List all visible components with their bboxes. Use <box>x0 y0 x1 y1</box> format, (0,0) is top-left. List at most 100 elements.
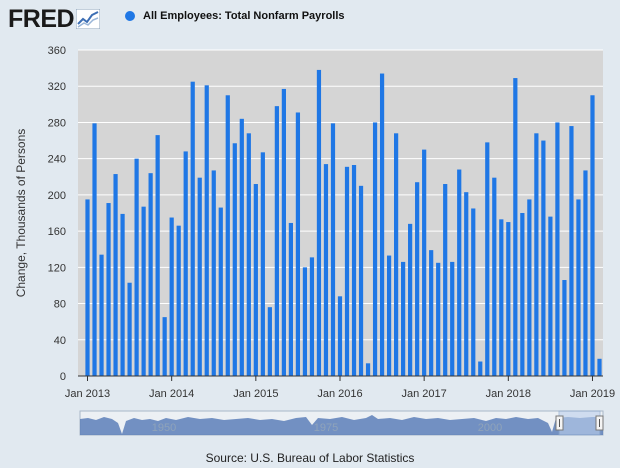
bar-8[interactable] <box>141 206 146 376</box>
bar-53[interactable] <box>457 169 462 376</box>
bar-15[interactable] <box>190 81 195 376</box>
bar-52[interactable] <box>450 261 455 376</box>
bar-18[interactable] <box>211 170 216 376</box>
bar-43[interactable] <box>386 255 392 376</box>
bar-44[interactable] <box>394 133 399 376</box>
bar-27[interactable] <box>274 106 279 376</box>
fred-graph-icon <box>76 9 101 29</box>
bar-4[interactable] <box>113 174 118 376</box>
bar-28[interactable] <box>281 88 286 376</box>
bar-71[interactable] <box>583 170 588 376</box>
bar-25[interactable] <box>260 152 265 376</box>
bar-41[interactable] <box>372 122 378 376</box>
bar-0[interactable] <box>85 199 90 376</box>
bar-63[interactable] <box>527 199 532 376</box>
bar-61[interactable] <box>513 78 518 376</box>
bar-32[interactable] <box>309 257 315 376</box>
y-tick-label-360: 360 <box>48 45 66 57</box>
bar-38[interactable] <box>351 165 357 376</box>
bar-2[interactable] <box>99 254 104 376</box>
bar-66[interactable] <box>548 216 553 376</box>
bar-55[interactable] <box>471 208 476 376</box>
bar-1[interactable] <box>92 123 97 376</box>
bar-7[interactable] <box>134 158 139 376</box>
bar-36[interactable] <box>337 296 343 376</box>
bar-19[interactable] <box>218 207 223 376</box>
navigator-series-area <box>80 415 603 435</box>
bar-33[interactable] <box>316 69 322 377</box>
legend-label: All Employees: Total Nonfarm Payrolls <box>143 10 345 22</box>
bar-16[interactable] <box>197 177 202 376</box>
bar-6[interactable] <box>127 282 132 376</box>
y-axis-ticks: 0 40 80 120 160 200 240 280 320 360 <box>48 45 66 383</box>
bar-37[interactable] <box>344 166 350 376</box>
bar-35[interactable] <box>330 123 336 376</box>
bar-11[interactable] <box>162 317 167 376</box>
bar-56[interactable] <box>478 361 483 376</box>
bar-40[interactable] <box>365 363 371 376</box>
bar-64[interactable] <box>534 133 539 376</box>
bar-24[interactable] <box>253 184 258 376</box>
range-navigator[interactable]: 1950 1975 2000 <box>79 410 604 436</box>
bar-26[interactable] <box>267 307 272 376</box>
bar-67[interactable] <box>555 122 560 376</box>
bar-34[interactable] <box>323 164 329 376</box>
bar-51[interactable] <box>443 184 448 376</box>
x-tick-label-3: Jan 2016 <box>317 388 362 400</box>
bar-58[interactable] <box>492 177 497 376</box>
bar-49[interactable] <box>429 250 434 376</box>
bar-17[interactable] <box>204 85 209 376</box>
x-tick-label-1: Jan 2014 <box>149 388 194 400</box>
bar-45[interactable] <box>401 261 406 376</box>
bar-60[interactable] <box>506 222 511 376</box>
y-tick-label-160: 160 <box>48 226 66 238</box>
y-axis-label: Change, Thousands of Persons <box>14 129 28 298</box>
bar-72[interactable] <box>590 95 595 376</box>
bar-50[interactable] <box>436 262 441 376</box>
bar-42[interactable] <box>379 73 385 376</box>
navigator-tick-1975: 1975 <box>314 422 338 434</box>
bar-14[interactable] <box>183 151 188 376</box>
bar-48[interactable] <box>422 149 427 376</box>
x-tick-label-2: Jan 2015 <box>233 388 278 400</box>
y-tick-label-80: 80 <box>54 299 66 311</box>
bar-22[interactable] <box>239 118 244 376</box>
bar-29[interactable] <box>288 222 293 376</box>
bar-54[interactable] <box>464 192 469 376</box>
bar-20[interactable] <box>225 95 230 376</box>
bar-73[interactable] <box>597 358 602 376</box>
legend-marker <box>125 11 135 21</box>
bar-47[interactable] <box>415 182 420 376</box>
bar-57[interactable] <box>485 142 490 376</box>
bar-70[interactable] <box>576 199 581 376</box>
x-tick-label-4: Jan 2017 <box>402 388 447 400</box>
bar-62[interactable] <box>520 213 525 376</box>
bar-39[interactable] <box>358 185 364 376</box>
bar-5[interactable] <box>120 213 125 376</box>
bar-31[interactable] <box>302 267 308 376</box>
source-note: Source: U.S. Bureau of Labor Statistics <box>205 451 415 465</box>
bar-68[interactable] <box>562 280 567 376</box>
bar-69[interactable] <box>569 126 574 376</box>
bar-9[interactable] <box>148 173 153 376</box>
bar-10[interactable] <box>155 135 160 376</box>
fred-logo[interactable]: FRED <box>8 5 101 33</box>
y-tick-label-280: 280 <box>48 117 66 129</box>
navigator-tick-1950: 1950 <box>152 422 176 434</box>
navigator-tick-2000: 2000 <box>478 422 502 434</box>
bar-59[interactable] <box>499 219 504 376</box>
bar-12[interactable] <box>169 217 174 376</box>
y-tick-label-120: 120 <box>48 262 66 274</box>
chart-legend: All Employees: Total Nonfarm Payrolls <box>125 10 345 22</box>
navigator-selected-range[interactable] <box>558 410 601 436</box>
fred-logo-text: FRED <box>8 5 75 33</box>
bar-65[interactable] <box>541 140 546 376</box>
bar-30[interactable] <box>295 112 301 376</box>
bar-23[interactable] <box>246 133 251 376</box>
bar-46[interactable] <box>408 223 413 376</box>
bar-13[interactable] <box>176 225 181 376</box>
bar-21[interactable] <box>232 143 237 376</box>
y-tick-label-0: 0 <box>60 371 66 383</box>
bar-3[interactable] <box>106 203 111 376</box>
